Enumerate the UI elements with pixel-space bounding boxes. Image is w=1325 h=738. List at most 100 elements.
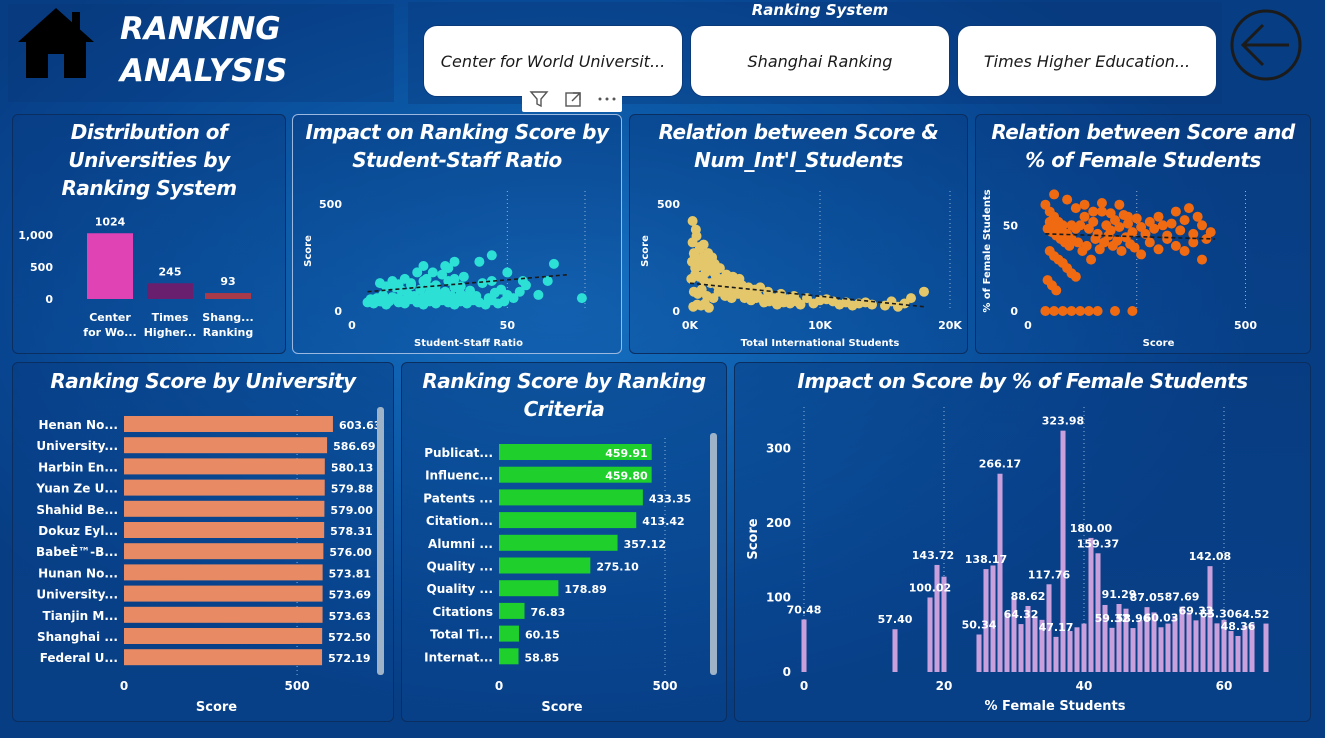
slicer-option-times[interactable]: Times Higher Education... — [957, 25, 1217, 97]
scatter-point — [1088, 206, 1099, 217]
bar — [1207, 566, 1213, 672]
panel-impact-female[interactable]: Impact on Score by % of Female Students … — [734, 362, 1311, 722]
slicer-option-shanghai[interactable]: Shanghai Ranking — [690, 25, 950, 97]
bar — [124, 585, 323, 602]
bar-value-label: 572.50 — [328, 631, 371, 644]
category-label: Dokuz Eyl... — [38, 524, 118, 538]
bar-value-label: 323.98 — [1042, 415, 1084, 428]
scatter-point — [499, 296, 510, 307]
scatter-point — [455, 281, 466, 292]
x-axis-title: Score — [541, 700, 582, 715]
scatter-point — [430, 285, 441, 296]
bar-value-label: 60.03 — [1144, 611, 1179, 624]
y-tick-label: 0 — [1010, 305, 1018, 318]
bar — [1179, 606, 1185, 672]
y-tick-label: 100 — [766, 591, 791, 605]
scatter-point — [1175, 225, 1186, 236]
bar-value-label: 59.32 — [1095, 612, 1130, 625]
x-axis-title: Score — [1143, 338, 1175, 349]
bar — [892, 629, 898, 672]
scatter-point — [1086, 254, 1097, 265]
bar — [801, 619, 807, 672]
scatter-point — [458, 271, 469, 282]
scatter-point — [418, 276, 429, 286]
x-tick-label: 0 — [1024, 319, 1032, 332]
bar — [124, 522, 325, 538]
slicer-title: Ranking System — [751, 1, 889, 19]
scatter-point — [687, 237, 698, 248]
x-tick-label: 50 — [500, 319, 516, 332]
category-label: BabeÈ™-B... — [36, 544, 118, 559]
x-tick-label: 0 — [120, 679, 128, 693]
slicer-option-cwur[interactable]: Center for World Universit... — [423, 25, 683, 97]
filter-icon[interactable] — [529, 89, 549, 109]
panel-title-student-staff: Impact on Ranking Score by Student-Staff… — [305, 120, 609, 172]
bar — [499, 580, 559, 597]
panel-by-criteria[interactable]: Ranking Score by Ranking Criteria Public… — [401, 362, 727, 722]
scatter-point — [1149, 223, 1160, 234]
panel-female-pct[interactable]: Relation between Score and % of Female S… — [975, 114, 1311, 354]
scatter-point — [1088, 216, 1099, 227]
bar-value-label: 50.34 — [962, 619, 997, 632]
bar-value-label: 87.05 — [1130, 591, 1165, 604]
scatter-point — [449, 256, 460, 267]
scrollbar-by-criteria[interactable] — [710, 433, 717, 675]
scatter-point — [576, 293, 587, 304]
panel-student-staff[interactable]: Impact on Ranking Score by Student-Staff… — [292, 114, 622, 354]
scatter-point — [795, 299, 806, 310]
bar — [1018, 624, 1024, 672]
bar-value-label: 573.69 — [329, 589, 371, 602]
bar — [1130, 628, 1136, 672]
bar — [124, 564, 323, 581]
scatter-point — [1127, 306, 1138, 316]
panel-intl-students[interactable]: Relation between Score & Num_Int'l_Stude… — [629, 114, 968, 354]
x-tick-label: 500 — [1234, 319, 1257, 332]
bar — [983, 569, 989, 672]
scatter-point — [808, 298, 819, 309]
category-label: University... — [36, 588, 118, 602]
scatter-point — [690, 224, 701, 235]
bar — [1242, 625, 1248, 672]
scatter-point — [1049, 306, 1060, 316]
category-label: Federal U... — [40, 651, 118, 665]
bar — [147, 283, 193, 299]
scatter-point — [1081, 240, 1092, 251]
bar-value-label: 459.80 — [605, 470, 648, 483]
category-label: Total Ti... — [430, 628, 493, 642]
bar — [1116, 603, 1122, 672]
category-label: Times — [152, 311, 189, 324]
scatter-point — [834, 299, 845, 310]
scatter-point — [886, 296, 897, 307]
scatter-point — [734, 273, 745, 284]
scatter-point — [1179, 215, 1190, 226]
bar-value-label: 58.85 — [525, 651, 560, 664]
panel-by-university[interactable]: Ranking Score by University Henan No... 6… — [12, 362, 394, 722]
scatter-point — [406, 280, 417, 291]
home-icon[interactable] — [16, 6, 96, 80]
scatter-point — [1183, 203, 1194, 214]
scatter-point — [1179, 246, 1190, 256]
scatter-point — [1153, 211, 1164, 222]
bar-value-label: 91.29 — [1102, 588, 1137, 601]
focus-mode-icon[interactable] — [563, 89, 583, 109]
panel-distribution[interactable]: Distribution of Universities by Ranking … — [12, 114, 286, 354]
scatter-point — [533, 289, 544, 300]
bar — [1081, 623, 1087, 672]
scatter-point — [449, 273, 460, 284]
impact-female-bar-chart: 70.48 57.40 100.02 143.72 50.34 138.17 266.17 6… — [746, 407, 1269, 714]
y-tick-label: 0 — [334, 305, 342, 318]
bar-value-label: 266.17 — [979, 458, 1021, 471]
scrollbar-by-university[interactable] — [377, 407, 384, 675]
scatter-point — [1136, 249, 1147, 260]
bar — [927, 597, 933, 672]
x-axis-title: Score — [196, 700, 237, 715]
more-options-icon[interactable] — [596, 89, 618, 109]
scatter-point — [1188, 228, 1199, 239]
y-axis-title: % of Female Students — [982, 189, 993, 312]
bar — [1123, 608, 1129, 672]
bar — [499, 534, 618, 551]
y-axis-title: Score — [303, 235, 314, 267]
bar-value-label: 580.13 — [331, 461, 373, 474]
bar-value-label: 58.96 — [1116, 612, 1151, 625]
back-arrow-icon[interactable] — [1229, 8, 1303, 82]
